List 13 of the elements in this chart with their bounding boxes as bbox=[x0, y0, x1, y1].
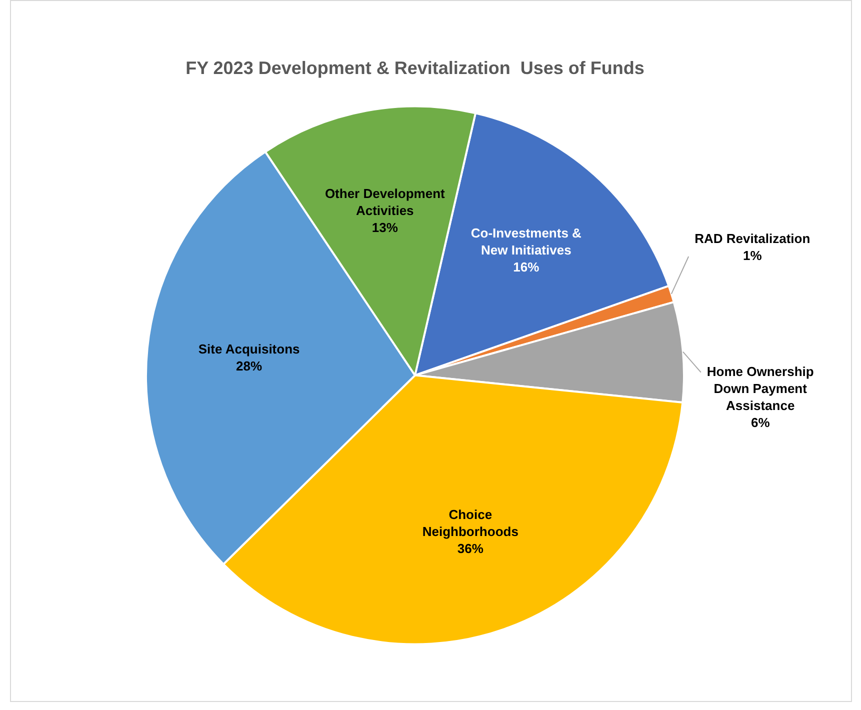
data-label: 6% bbox=[750, 414, 770, 430]
data-label: 13% bbox=[372, 220, 398, 235]
chart-title: FY 2023 Development & Revitalization Uses of Funds bbox=[186, 58, 644, 78]
slice-label: Co-Investments & New Initiatives bbox=[470, 226, 582, 258]
slice-label: Choice Neighborhoods bbox=[422, 507, 518, 540]
slice-label: Site Acquisitons bbox=[198, 342, 300, 357]
data-label: 36% bbox=[457, 541, 484, 556]
data-label: 1% bbox=[742, 248, 762, 264]
data-label: 28% bbox=[236, 358, 263, 374]
data-label: 16% bbox=[513, 260, 540, 275]
slice-label: RAD Revitalization bbox=[694, 231, 810, 246]
slice-label: Home Ownership Down Payment Assistance bbox=[706, 364, 814, 413]
slice-label: Other Development Activities bbox=[324, 186, 446, 218]
